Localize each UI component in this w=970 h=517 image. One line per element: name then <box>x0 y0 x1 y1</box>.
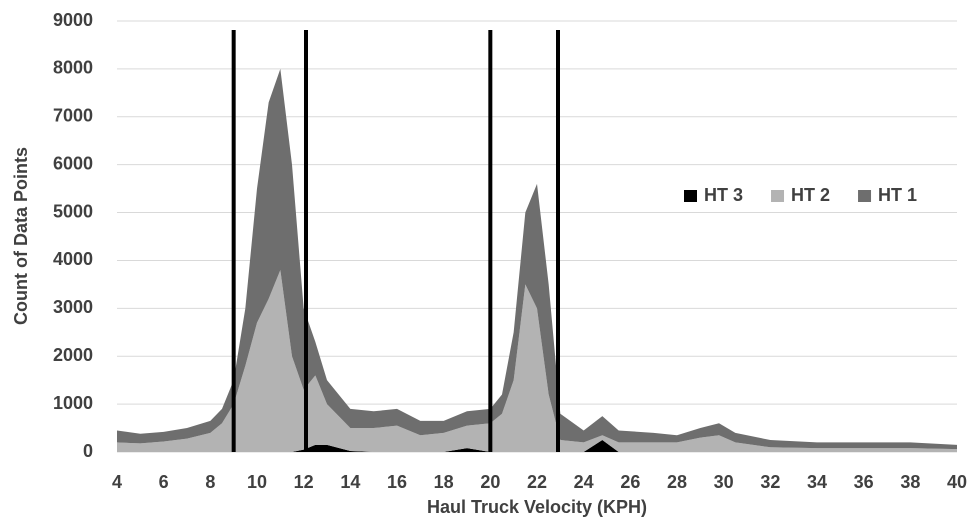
x-tick-label: 4 <box>112 472 122 492</box>
y-tick-label: 2000 <box>53 345 93 365</box>
x-tick-label: 12 <box>294 472 314 492</box>
y-tick-label: 7000 <box>53 106 93 126</box>
x-tick-label: 10 <box>247 472 267 492</box>
x-tick-label: 32 <box>760 472 780 492</box>
y-tick-label: 6000 <box>53 153 93 173</box>
y-tick-label: 3000 <box>53 297 93 317</box>
area <box>117 270 957 452</box>
legend-swatch <box>858 190 872 202</box>
area <box>117 68 957 450</box>
x-tick-label: 6 <box>159 472 169 492</box>
x-tick-label: 18 <box>434 472 454 492</box>
y-tick-label: 8000 <box>53 58 93 78</box>
legend-label: HT 1 <box>878 185 917 205</box>
y-axis-label: Count of Data Points <box>11 147 31 325</box>
y-tick-label: 5000 <box>53 201 93 221</box>
area <box>117 440 957 452</box>
y-tick-label: 4000 <box>53 249 93 269</box>
x-tick-label: 20 <box>480 472 500 492</box>
x-tick-label: 34 <box>807 472 827 492</box>
x-tick-label: 22 <box>527 472 547 492</box>
x-tick-label: 26 <box>620 472 640 492</box>
x-tick-label: 30 <box>714 472 734 492</box>
legend-label: HT 2 <box>791 185 830 205</box>
x-tick-label: 40 <box>947 472 967 492</box>
legend-swatch <box>771 190 785 202</box>
legend-swatch <box>684 190 697 202</box>
x-axis-label: Haul Truck Velocity (KPH) <box>427 497 647 517</box>
x-tick-label: 8 <box>205 472 215 492</box>
x-tick-label: 16 <box>387 472 407 492</box>
y-tick-label: 0 <box>83 441 93 461</box>
y-tick-label: 9000 <box>53 10 93 30</box>
x-tick-label: 38 <box>900 472 920 492</box>
legend-label: HT 3 <box>704 185 743 205</box>
y-tick-label: 1000 <box>53 393 93 413</box>
x-tick-label: 14 <box>340 472 360 492</box>
x-tick-label: 28 <box>667 472 687 492</box>
x-tick-label: 36 <box>854 472 874 492</box>
x-tick-label: 24 <box>574 472 594 492</box>
